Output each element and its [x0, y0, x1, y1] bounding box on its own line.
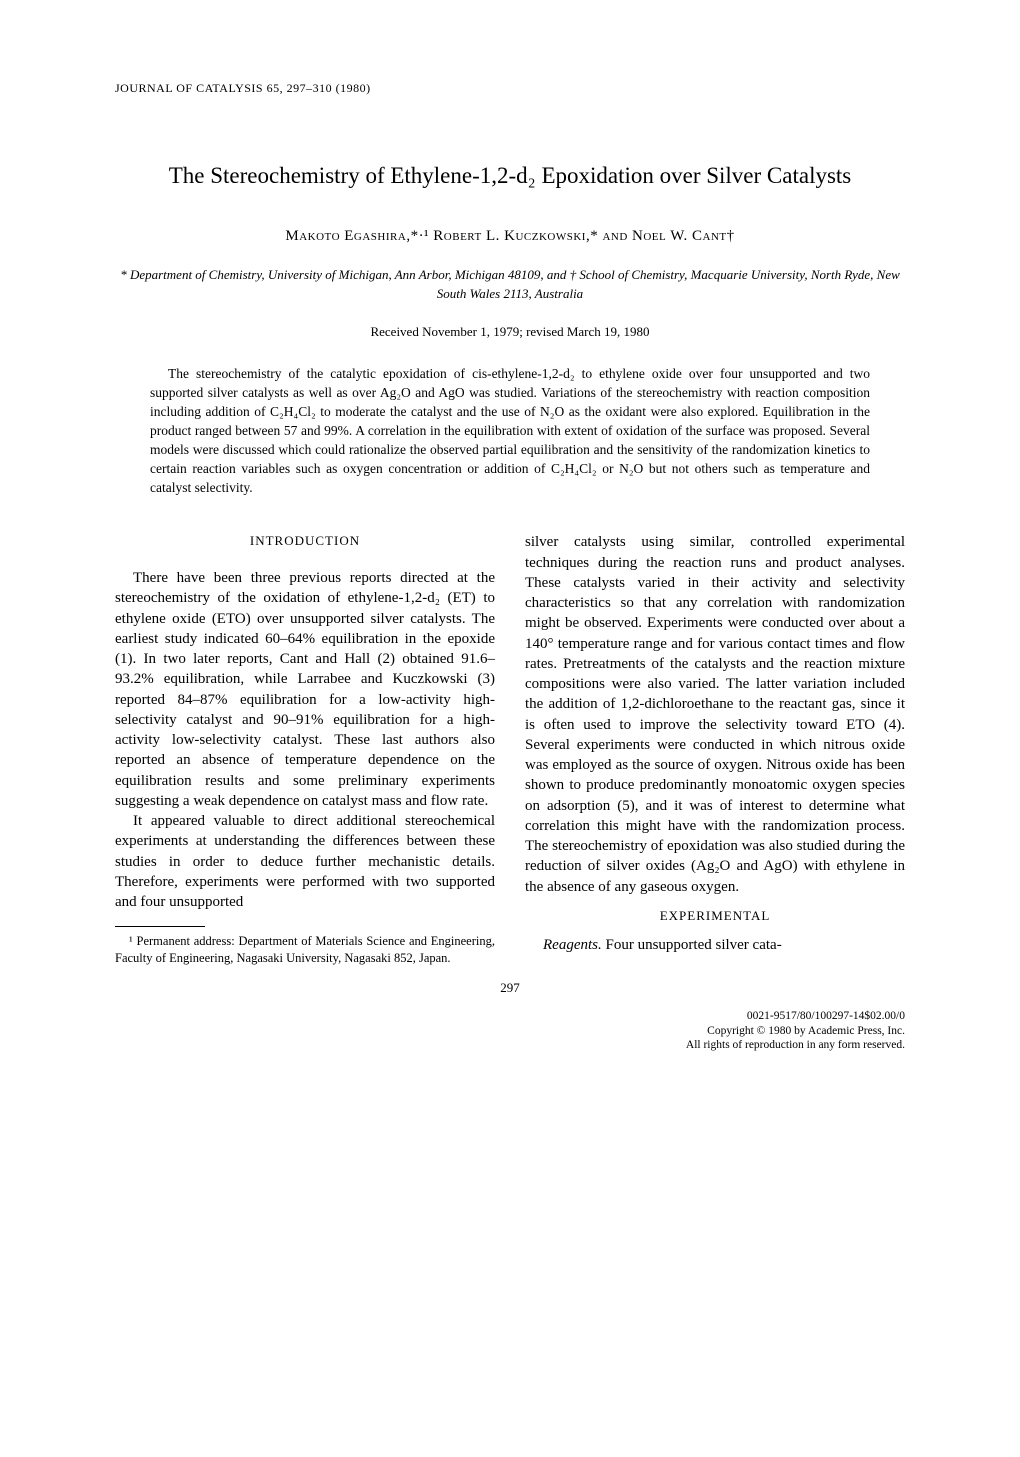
article-title: The Stereochemistry of Ethylene-1,2-d₂ E…: [115, 161, 905, 191]
affiliations: * Department of Chemistry, University of…: [115, 266, 905, 302]
right-column: silver catalysts using similar, controll…: [525, 532, 905, 967]
two-column-layout: INTRODUCTION There have been three previ…: [115, 532, 905, 967]
authors: Makoto Egashira,*·¹ Robert L. Kuczkowski…: [115, 226, 905, 246]
left-column: INTRODUCTION There have been three previ…: [115, 532, 495, 967]
footnote-separator: [115, 926, 205, 927]
reagents-text: Four unsupported silver cata-: [605, 937, 781, 953]
reagents-paragraph: Reagents. Four unsupported silver cata-: [525, 935, 905, 955]
copyright-code: 0021-9517/80/100297-14$02.00/0: [115, 1009, 905, 1024]
journal-header: JOURNAL OF CATALYSIS 65, 297–310 (1980): [115, 80, 905, 96]
received-date: Received November 1, 1979; revised March…: [115, 323, 905, 341]
experimental-heading: EXPERIMENTAL: [525, 907, 905, 925]
intro-continuation: silver catalysts using similar, controll…: [525, 532, 905, 897]
abstract: The stereochemistry of the catalytic epo…: [150, 365, 870, 497]
intro-paragraph-1: There have been three previous reports d…: [115, 568, 495, 811]
introduction-heading: INTRODUCTION: [115, 532, 495, 550]
page-number: 297: [115, 979, 905, 997]
reagents-label: Reagents.: [543, 937, 602, 953]
copyright-block: 0021-9517/80/100297-14$02.00/0 Copyright…: [115, 1009, 905, 1054]
intro-paragraph-2: It appeared valuable to direct additiona…: [115, 811, 495, 912]
footnote: ¹ Permanent address: Department of Mater…: [115, 933, 495, 967]
copyright-rights: All rights of reproduction in any form r…: [115, 1038, 905, 1053]
copyright-text: Copyright © 1980 by Academic Press, Inc.: [115, 1024, 905, 1039]
